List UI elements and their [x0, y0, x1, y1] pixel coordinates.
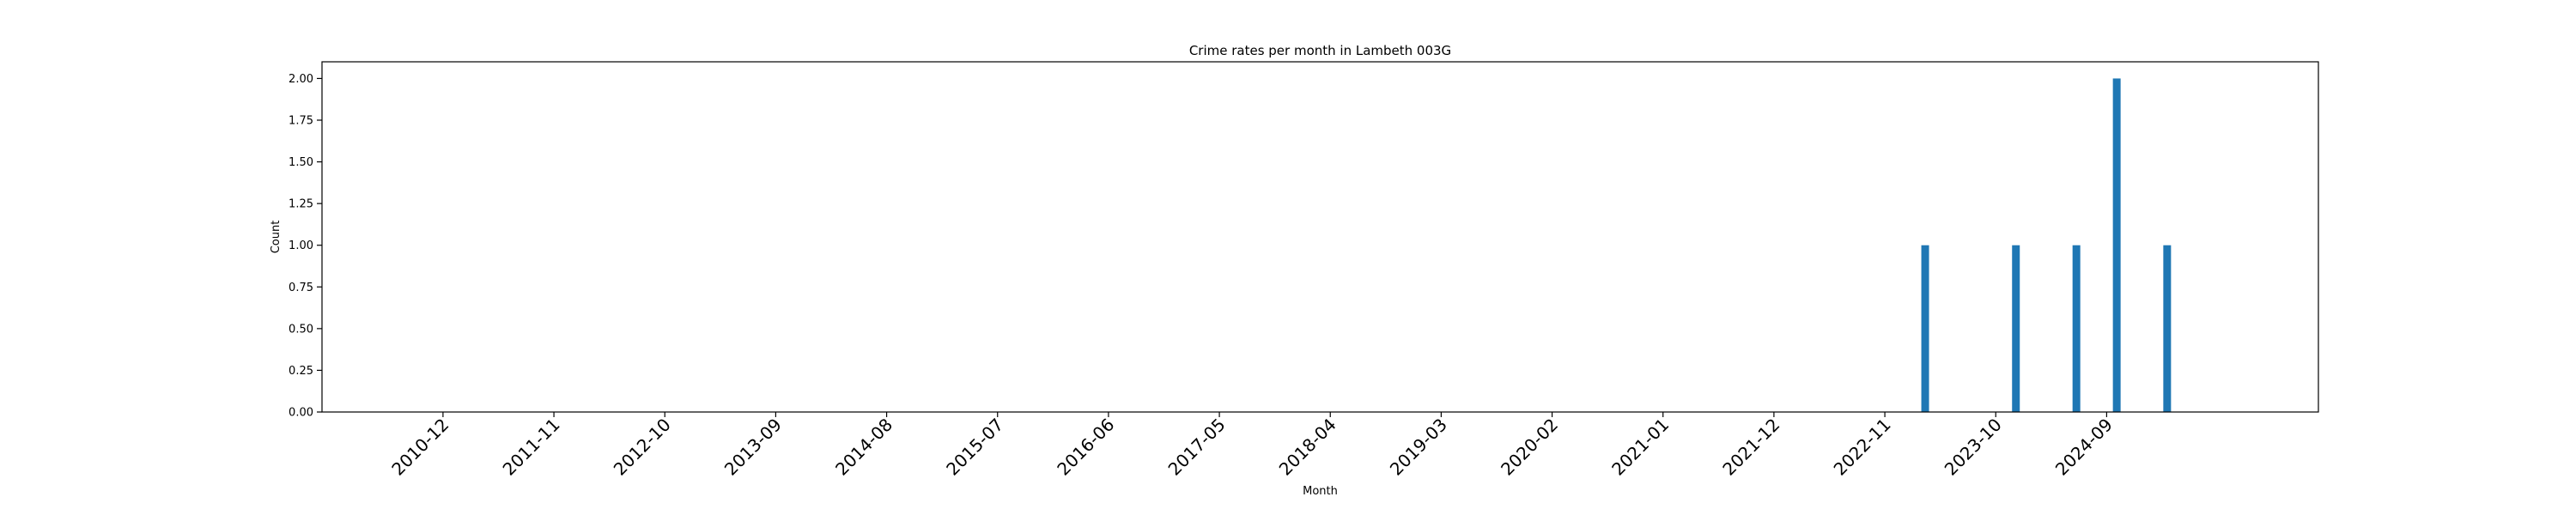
y-tick-label: 2.00	[289, 73, 313, 86]
plot-frame	[321, 61, 2319, 413]
x-axis-label: Month	[1303, 485, 1338, 498]
y-axis: 0.00 0.25 0.50 0.75 1.00 1.25 1.50 1.75 2.00	[289, 73, 322, 420]
y-tick-label: 1.25	[289, 198, 313, 211]
y-tick-label: 1.50	[289, 156, 313, 169]
bar-2024-06	[2072, 245, 2081, 412]
y-tick-label: 0.00	[289, 407, 313, 420]
y-axis-label: Count	[270, 221, 283, 254]
y-tick-label: 0.25	[289, 365, 313, 378]
y-tick-label: 0.75	[289, 282, 313, 294]
bar-2025-03	[2163, 245, 2172, 412]
y-tick-label: 1.75	[289, 115, 313, 128]
bar-2024-10	[2112, 78, 2121, 413]
bar-2023-12	[2012, 245, 2020, 412]
bars-group	[1921, 78, 2172, 413]
y-tick-label: 0.50	[289, 323, 313, 336]
y-tick-label: 1.00	[289, 239, 313, 252]
chart-title: Crime rates per month in Lambeth 003G	[1189, 43, 1451, 58]
bar-2023-03	[1921, 245, 1929, 412]
